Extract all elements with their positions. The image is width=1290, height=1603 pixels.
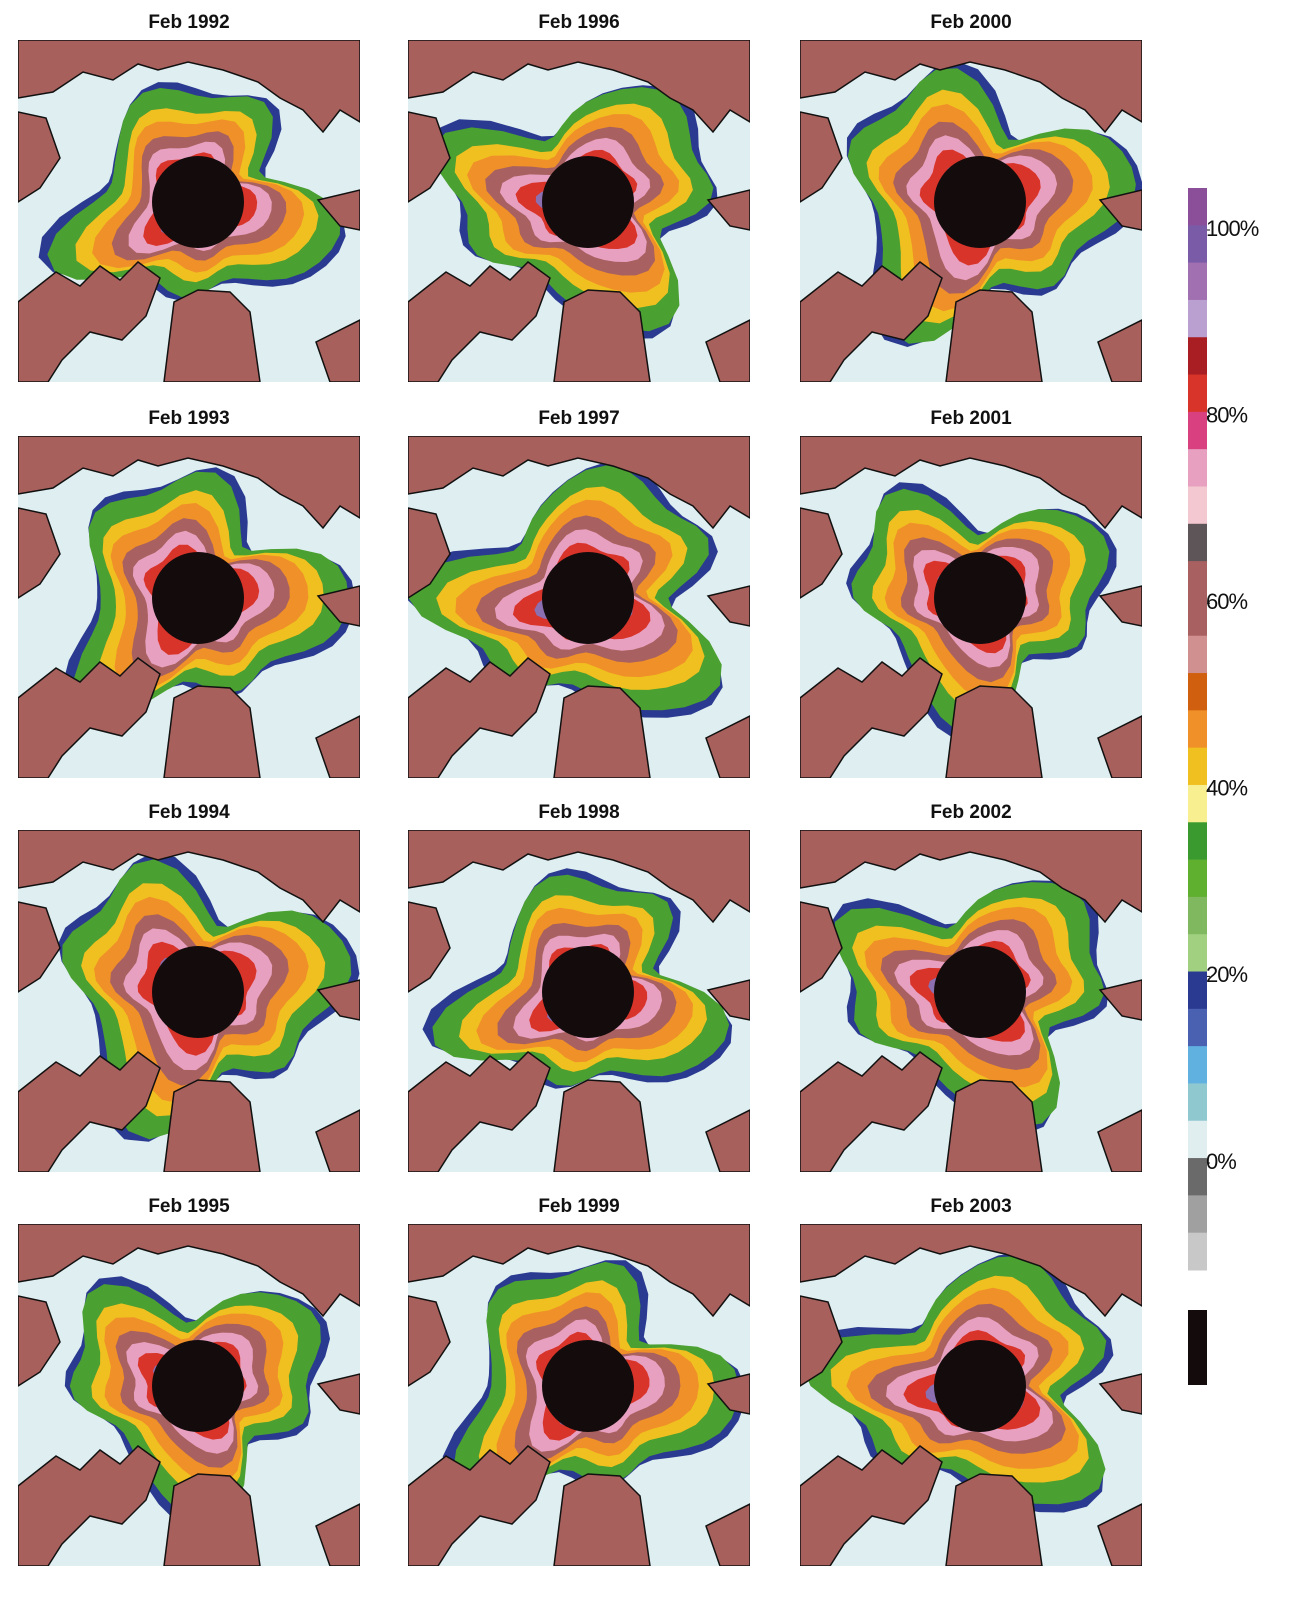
panel-title: Feb 1997 [538, 408, 619, 429]
colorbar-swatch [1188, 1158, 1207, 1196]
colorbar-swatch [1188, 337, 1207, 375]
map-panel [800, 40, 1143, 382]
colorbar-swatch [1188, 748, 1207, 786]
pole-hole [152, 1340, 244, 1432]
colorbar-swatch [1188, 673, 1207, 711]
colorbar-swatch [1188, 710, 1207, 748]
panel-title: Feb 1995 [148, 1196, 230, 1217]
colorbar-swatch [1188, 1195, 1207, 1233]
panel-title: Feb 2001 [930, 408, 1012, 429]
pole-hole [152, 552, 244, 644]
pole-hole [152, 156, 244, 248]
colorbar-swatch [1188, 524, 1207, 562]
panel-title: Feb 1996 [538, 12, 619, 33]
pole-hole [934, 552, 1026, 644]
map-panel [18, 436, 360, 778]
panel-title: Feb 1998 [538, 802, 619, 823]
colorbar-swatch [1188, 1121, 1207, 1159]
pole-hole [542, 1340, 634, 1432]
colorbar-swatch [1188, 188, 1207, 226]
colorbar-label: 40% [1206, 776, 1247, 801]
colorbar-swatch [1188, 1083, 1207, 1121]
colorbar-swatch [1188, 1233, 1207, 1271]
colorbar-swatch [1188, 412, 1207, 450]
map-panel [408, 1224, 750, 1566]
map-panel [403, 436, 750, 778]
panel-title: Feb 1993 [148, 408, 229, 429]
pole-hole [934, 946, 1026, 1038]
colorbar-swatch [1188, 934, 1207, 972]
pole-hole [152, 946, 244, 1038]
colorbar-swatch [1188, 860, 1207, 898]
map-panel [408, 40, 750, 382]
pole-hole [542, 156, 634, 248]
map-panel [18, 1224, 360, 1566]
figure: Feb 1992 Feb 1993 Feb 1994 Feb 1995 Feb 1996… [0, 0, 1290, 1603]
colorbar-label: 0% [1206, 1149, 1236, 1174]
panel-title: Feb 2002 [930, 802, 1011, 823]
colorbar-label: 20% [1206, 962, 1247, 987]
colorbar-swatch [1188, 598, 1207, 636]
colorbar-label: 80% [1206, 402, 1247, 427]
panel-title: Feb 1994 [148, 802, 230, 823]
pole-hole [542, 552, 634, 644]
colorbar-swatch [1188, 1009, 1207, 1047]
map-panel [18, 40, 360, 382]
map-panel [18, 830, 360, 1172]
colorbar-swatch [1188, 822, 1207, 860]
colorbar-swatch [1188, 263, 1207, 301]
panel-title: Feb 1992 [148, 12, 229, 33]
panel-title: Feb 2003 [930, 1196, 1011, 1217]
colorbar-swatch [1188, 225, 1207, 263]
mask-swatch [1188, 1310, 1207, 1385]
colorbar-label: 60% [1206, 589, 1247, 614]
colorbar-swatch [1188, 636, 1207, 674]
colorbar-label: 100% [1206, 216, 1259, 241]
map-panel [800, 436, 1142, 778]
colorbar-swatch [1188, 897, 1207, 935]
colorbar-swatch [1188, 449, 1207, 487]
panel-title: Feb 1999 [538, 1196, 619, 1217]
colorbar-swatch [1188, 972, 1207, 1010]
colorbar-swatch [1188, 300, 1207, 338]
map-panel [800, 830, 1142, 1172]
pole-hole [934, 156, 1026, 248]
colorbar-swatch [1188, 375, 1207, 413]
colorbar-swatch [1188, 486, 1207, 524]
colorbar-swatch [1188, 1046, 1207, 1084]
colorbar-swatch [1188, 785, 1207, 823]
map-panel [799, 1224, 1143, 1566]
pole-hole [542, 946, 634, 1038]
colorbar-swatch [1188, 561, 1207, 599]
panel-title: Feb 2000 [930, 12, 1011, 33]
pole-hole [934, 1340, 1026, 1432]
map-panel [408, 830, 750, 1172]
